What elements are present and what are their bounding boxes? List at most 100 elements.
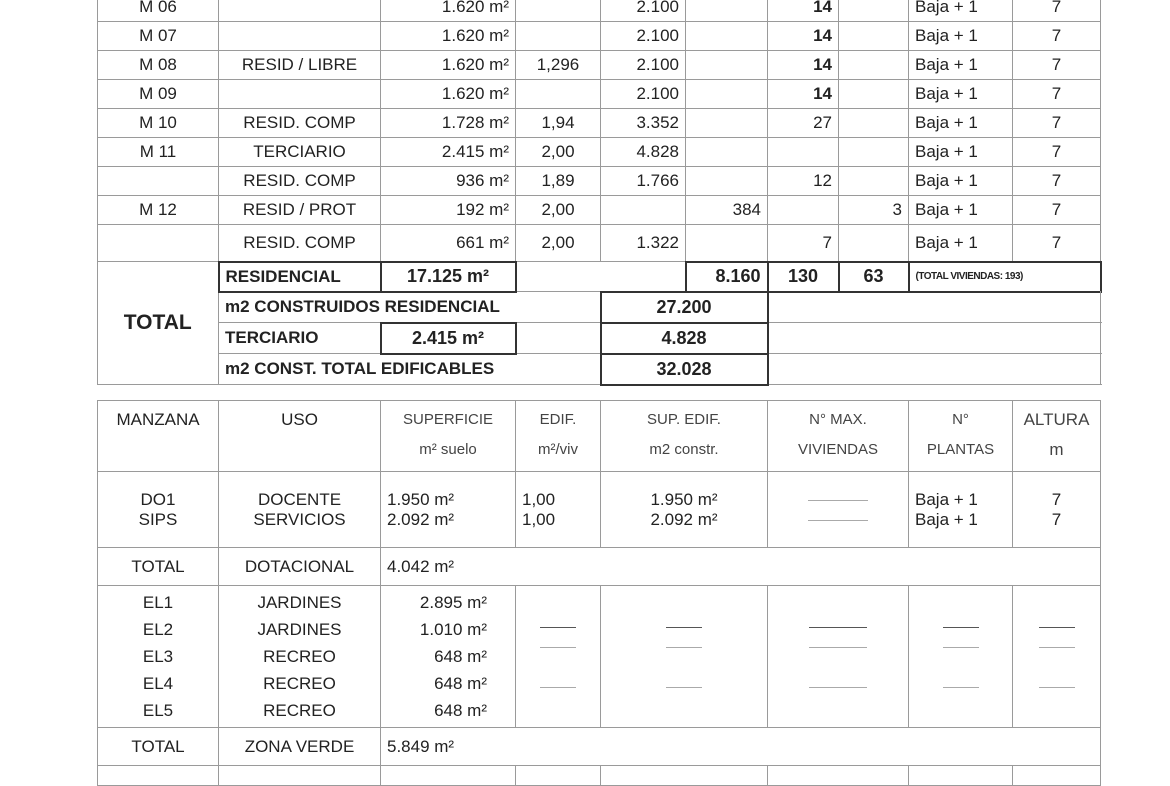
header-altura: ALTURA m — [1012, 400, 1101, 472]
cell-viv-libre: 14 — [767, 50, 839, 80]
cell-uso — [218, 79, 381, 109]
dotacional-verde-table: MANZANA USO SUPERFICIE m² suelo EDIF. m²/v… — [97, 400, 1101, 786]
cell-sup-edif — [600, 195, 686, 225]
residencial-superficie: 17.125 m² — [379, 260, 517, 293]
cell-edif — [515, 0, 601, 22]
cell-edif — [515, 21, 601, 51]
cell-altura: 7 — [1012, 79, 1101, 109]
cell-uso — [218, 0, 381, 22]
cell-superficie: 1.620 m² — [380, 0, 516, 22]
cell-plantas: Baja + 1 — [908, 21, 1013, 51]
cell-sup-edif: 2.100 — [600, 21, 686, 51]
cell-uso: RESID / PROT — [218, 195, 381, 225]
cell-manzana: M 06 — [97, 0, 219, 22]
cell-viv-libre: 12 — [767, 166, 839, 196]
cell-uso: RESID. COMP — [218, 224, 381, 262]
total-viv-libre: 130 — [766, 260, 840, 293]
cell-superficie: 936 m² — [380, 166, 516, 196]
cell-sup-edif: 2.100 — [600, 79, 686, 109]
header-viviendas: N° MAX. VIVIENDAS — [767, 400, 909, 472]
header-manzana: MANZANA — [97, 400, 219, 472]
cell-edif — [515, 79, 601, 109]
cell-uso: RESID. COMP — [218, 108, 381, 138]
cell-prot-edif — [685, 137, 768, 167]
cell-viv-libre: 14 — [767, 21, 839, 51]
cell-viv-libre: 14 — [767, 79, 839, 109]
cell-prot-edif: 384 — [685, 195, 768, 225]
cell-viv-prot — [838, 166, 909, 196]
cell-plantas: Baja + 1 — [908, 224, 1013, 262]
cell-prot-edif — [685, 166, 768, 196]
cell-manzana: M 09 — [97, 79, 219, 109]
terciario-m2: 4.828 — [599, 321, 769, 355]
cell-altura: 7 — [1012, 224, 1101, 262]
cell-edif: 2,00 — [515, 224, 601, 262]
cell-altura: 7 — [1012, 50, 1101, 80]
cell-viv-libre — [767, 137, 839, 167]
cell-prot-edif — [685, 0, 768, 22]
header-edif: EDIF. m²/viv — [515, 400, 601, 472]
dotacional-rows: DO1 SIPS DOCENTE SERVICIOS 1.950 m² 2.092 m… — [97, 471, 1101, 548]
cell-sup-edif: 1.766 — [600, 166, 686, 196]
cell-plantas: Baja + 1 — [908, 195, 1013, 225]
cell-prot-edif — [685, 50, 768, 80]
cell-viv-prot — [838, 137, 909, 167]
total-viv-prot: 63 — [837, 260, 910, 293]
cell-plantas: Baja + 1 — [908, 166, 1013, 196]
cell-manzana — [97, 166, 219, 196]
cell-viv-prot — [838, 79, 909, 109]
cell-viv-prot — [838, 108, 909, 138]
cell-viv-prot — [838, 0, 909, 22]
cell-superficie: 2.415 m² — [380, 137, 516, 167]
zona-verde-total-row: TOTAL ZONA VERDE 5.849 m² — [97, 727, 1101, 766]
cell-viv-prot — [838, 224, 909, 262]
cell-altura: 7 — [1012, 108, 1101, 138]
cell-viv-prot: 3 — [838, 195, 909, 225]
zona-verde-rows: EL1 EL2 EL3 EL4 EL5 JARDINES JARDINES RECREO RE… — [97, 585, 1101, 728]
cell-altura: 7 — [1012, 137, 1101, 167]
header-superficie: SUPERFICIE m² suelo — [380, 400, 516, 472]
cell-manzana — [97, 224, 219, 262]
cell-plantas: Baja + 1 — [908, 50, 1013, 80]
header-row: MANZANA USO SUPERFICIE m² suelo EDIF. m²/v… — [97, 400, 1101, 472]
cell-altura: 7 — [1012, 166, 1101, 196]
cell-sup-edif: 4.828 — [600, 137, 686, 167]
cell-superficie: 192 m² — [380, 195, 516, 225]
cell-manzana: M 11 — [97, 137, 219, 167]
m2-residencial-value: 27.200 — [599, 290, 769, 324]
cell-edif: 2,00 — [515, 137, 601, 167]
terciario-superficie: 2.415 m² — [379, 321, 517, 355]
cell-uso — [218, 21, 381, 51]
total-prot-edif: 8.160 — [684, 260, 769, 293]
cell-manzana: M 08 — [97, 50, 219, 80]
cell-sup-edif: 2.100 — [600, 50, 686, 80]
cell-viv-prot — [838, 21, 909, 51]
m2-total-label: m2 CONST. TOTAL EDIFICABLES — [218, 353, 601, 385]
cell-viv-prot — [838, 50, 909, 80]
cell-uso: RESID. COMP — [218, 166, 381, 196]
cell-superficie: 1.728 m² — [380, 108, 516, 138]
cell-viv-libre: 27 — [767, 108, 839, 138]
cell-prot-edif — [685, 224, 768, 262]
cell-edif: 1,89 — [515, 166, 601, 196]
cell-edif: 1,296 — [515, 50, 601, 80]
table-row: M 08 RESID / LIBRE 1.620 m² 1,296 2.100 14 Baj… — [97, 50, 1101, 80]
cell-sup-edif: 3.352 — [600, 108, 686, 138]
cell-uso: TERCIARIO — [218, 137, 381, 167]
dotacional-total-row: TOTAL DOTACIONAL 4.042 m² — [97, 547, 1101, 586]
cell-viv-libre: 14 — [767, 0, 839, 22]
table-row: M 10 RESID. COMP 1.728 m² 1,94 3.352 27 Baja +… — [97, 108, 1101, 138]
m2-total-value: 32.028 — [599, 352, 769, 386]
cell-plantas: Baja + 1 — [908, 137, 1013, 167]
cell-superficie: 661 m² — [380, 224, 516, 262]
cell-manzana: M 12 — [97, 195, 219, 225]
cell-superficie: 1.620 m² — [380, 50, 516, 80]
cell-viv-libre: 7 — [767, 224, 839, 262]
cell-prot-edif — [685, 21, 768, 51]
